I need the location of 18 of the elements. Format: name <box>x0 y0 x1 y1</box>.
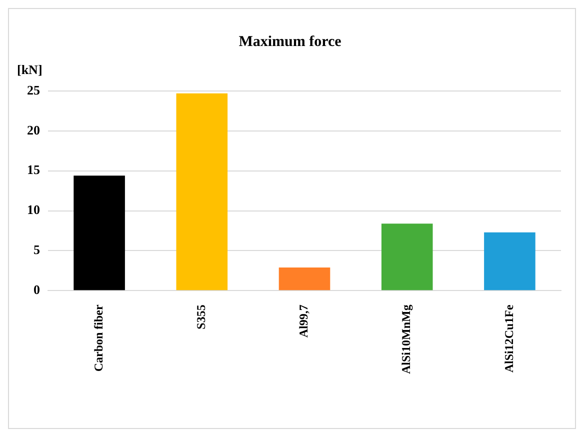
bar <box>278 268 330 290</box>
y-tick-label: 20 <box>27 122 40 138</box>
y-tick-label: 25 <box>27 82 40 98</box>
x-tick-label: AlSi10MnMg <box>399 304 414 374</box>
y-tick-label: 10 <box>27 202 40 218</box>
chart-title: Maximum force <box>238 34 342 50</box>
x-tick-label: AlSi12Cu1Fe <box>502 304 516 373</box>
x-tick-label: S355 <box>194 304 208 330</box>
y-axis-title: [kN] <box>17 62 42 77</box>
x-tick-label: Al99,7 <box>296 304 311 338</box>
y-tick-label: 0 <box>34 282 40 298</box>
y-tick-label: 15 <box>27 162 40 178</box>
bar <box>74 176 125 290</box>
bar <box>381 224 433 290</box>
bar <box>484 232 536 290</box>
x-tick-label: Carbon fiber <box>91 304 106 372</box>
y-tick-label: 5 <box>34 242 40 258</box>
bar <box>176 93 228 290</box>
